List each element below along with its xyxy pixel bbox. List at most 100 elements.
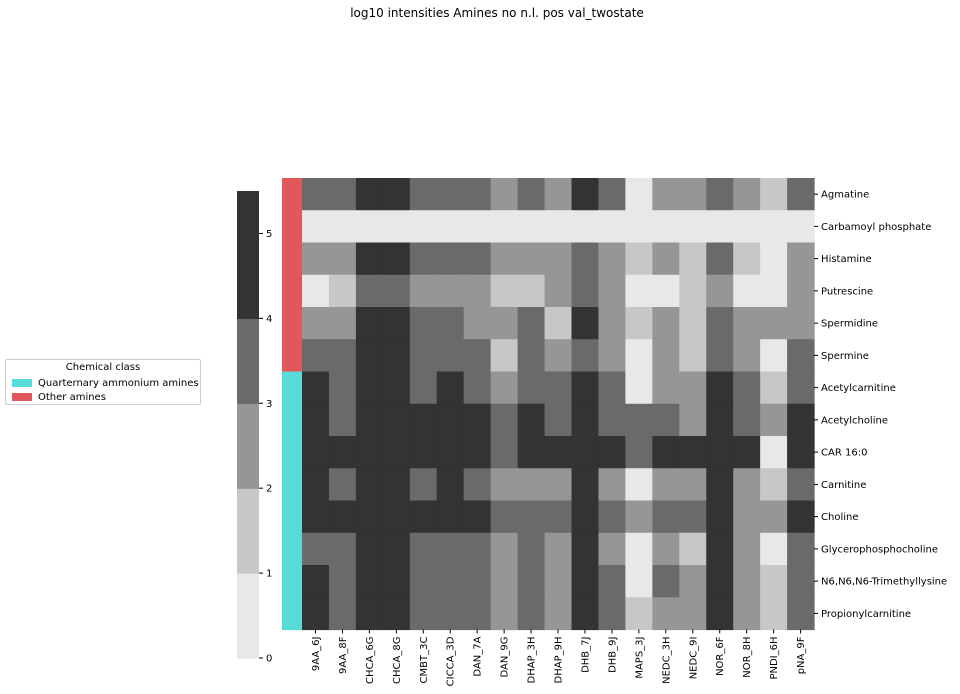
cell-car-16-0-dhap-3h	[517, 436, 546, 469]
cell-histamine-cicca-3d	[436, 242, 465, 276]
cell-putrescine-9aa-6j	[302, 274, 330, 308]
cell-histamine-dan-7a	[463, 242, 492, 276]
cell-acetylcarnitine-maps-3j	[625, 371, 653, 405]
row-label-carnitine: Carnitine	[821, 480, 866, 491]
cell-propionylcarnitine-dhap-3h	[517, 597, 546, 631]
cell-acetylcarnitine-pndi-6h	[760, 371, 788, 405]
cell-car-16-0-cmbt-3c	[409, 436, 438, 469]
cell-car-16-0-dhap-9h	[544, 436, 573, 469]
col-label-nedc-9i: NEDC_9I	[688, 637, 699, 680]
colorbar: 0 1 2 3 4 5	[237, 191, 272, 665]
cell-propionylcarnitine-dhap-9h	[544, 597, 573, 631]
cell-spermine-nor-8h	[733, 339, 761, 373]
cell-acetylcarnitine-chca-6g	[355, 371, 384, 405]
cell-carbamoyl-phosphate-dan-9g	[490, 210, 519, 244]
row-label-choline: Choline	[821, 512, 859, 523]
cell-acetylcholine-9aa-8f	[328, 403, 357, 437]
col-label-cmbt-3c: CMBT_3C	[419, 636, 430, 683]
class-strip-acetylcarnitine	[282, 371, 302, 405]
cell-spermine-nor-6f	[706, 339, 734, 373]
cell-car-16-0-dhb-7j	[571, 436, 600, 469]
cell-glycerophosphocholine-maps-3j	[625, 532, 653, 566]
cell-n6-n6-n6-trimethyllysine-nedc-3h	[652, 565, 680, 598]
cell-glycerophosphocholine-dhb-9j	[598, 532, 626, 566]
col-label-pndi-6h: PNDI_6H	[769, 637, 780, 680]
cell-spermine-9aa-6j	[302, 339, 330, 373]
cell-carnitine-dhb-7j	[571, 468, 600, 502]
legend-entry-other: Other amines	[12, 390, 106, 404]
cell-spermine-cicca-3d	[436, 339, 465, 373]
cell-spermine-dhb-7j	[571, 339, 600, 373]
cell-acetylcholine-dhb-9j	[598, 403, 626, 437]
cell-car-16-0-cicca-3d	[436, 436, 465, 469]
cell-histamine-cmbt-3c	[409, 242, 438, 276]
cell-spermine-pna-9f	[787, 339, 815, 373]
cell-histamine-pndi-6h	[760, 242, 788, 276]
cell-histamine-9aa-6j	[302, 242, 330, 276]
cell-carnitine-nedc-9i	[679, 468, 707, 502]
cell-putrescine-chca-6g	[355, 274, 384, 308]
cell-spermine-dhb-9j	[598, 339, 626, 373]
cell-carbamoyl-phosphate-dan-7a	[463, 210, 492, 244]
cell-spermidine-chca-8g	[382, 307, 411, 340]
cell-n6-n6-n6-trimethyllysine-dhap-3h	[517, 565, 546, 598]
cell-agmatine-nor-8h	[733, 178, 761, 211]
cell-n6-n6-n6-trimethyllysine-cicca-3d	[436, 565, 465, 598]
cell-spermine-pndi-6h	[760, 339, 788, 373]
cell-acetylcholine-nedc-3h	[652, 403, 680, 437]
cell-agmatine-nor-6f	[706, 178, 734, 211]
cell-car-16-0-9aa-6j	[302, 436, 330, 469]
cell-agmatine-pna-9f	[787, 178, 815, 211]
cell-acetylcarnitine-chca-8g	[382, 371, 411, 405]
cell-histamine-maps-3j	[625, 242, 653, 276]
cell-spermine-dan-9g	[490, 339, 519, 373]
cell-putrescine-dan-7a	[463, 274, 492, 308]
cell-n6-n6-n6-trimethyllysine-chca-8g	[382, 565, 411, 598]
cell-n6-n6-n6-trimethyllysine-pna-9f	[787, 565, 815, 598]
col-label-dan-7a: DAN_7A	[473, 636, 484, 676]
cell-spermine-chca-8g	[382, 339, 411, 373]
colorbar-label-2: 2	[266, 484, 272, 495]
cell-acetylcholine-chca-6g	[355, 403, 384, 437]
colorbar-label-4: 4	[266, 314, 272, 325]
cell-acetylcholine-9aa-6j	[302, 403, 330, 437]
cell-spermidine-pna-9f	[787, 307, 815, 340]
col-label-dhb-7j: DHB_7J	[580, 637, 591, 673]
cell-histamine-chca-6g	[355, 242, 384, 276]
cell-acetylcarnitine-dhap-3h	[517, 371, 546, 405]
cell-agmatine-chca-6g	[355, 178, 384, 211]
cell-carnitine-chca-6g	[355, 468, 384, 502]
cell-carbamoyl-phosphate-chca-6g	[355, 210, 384, 244]
cell-choline-9aa-6j	[302, 500, 330, 534]
cell-acetylcholine-dan-7a	[463, 403, 492, 437]
cell-car-16-0-dhb-9j	[598, 436, 626, 469]
cell-putrescine-nor-8h	[733, 274, 761, 308]
col-label-dhap-9h: DHAP_9H	[554, 637, 565, 684]
cell-spermidine-nedc-9i	[679, 307, 707, 340]
cell-car-16-0-nor-6f	[706, 436, 734, 469]
colorbar-label-0: 0	[266, 654, 272, 665]
cell-carnitine-dhap-3h	[517, 468, 546, 502]
cell-car-16-0-maps-3j	[625, 436, 653, 469]
cell-n6-n6-n6-trimethyllysine-dhb-7j	[571, 565, 600, 598]
cell-carbamoyl-phosphate-9aa-6j	[302, 210, 330, 244]
cell-carbamoyl-phosphate-nedc-9i	[679, 210, 707, 244]
cell-acetylcarnitine-nor-8h	[733, 371, 761, 405]
cell-agmatine-dhap-9h	[544, 178, 573, 211]
cell-agmatine-nedc-3h	[652, 178, 680, 211]
cell-choline-chca-6g	[355, 500, 384, 534]
col-label-maps-3j: MAPS_3J	[634, 637, 645, 679]
cell-propionylcarnitine-nor-6f	[706, 597, 734, 631]
col-label-9aa-6j: 9AA_6J	[311, 637, 322, 672]
class-strip-spermine	[282, 339, 302, 373]
cell-car-16-0-pna-9f	[787, 436, 815, 469]
cell-putrescine-dhap-9h	[544, 274, 573, 308]
cell-carnitine-dan-9g	[490, 468, 519, 502]
cell-acetylcarnitine-nedc-9i	[679, 371, 707, 405]
colorbar-segment-2	[237, 403, 259, 489]
cell-spermidine-dhb-7j	[571, 307, 600, 340]
cell-car-16-0-9aa-8f	[328, 436, 357, 469]
cell-acetylcarnitine-9aa-6j	[302, 371, 330, 405]
row-label-spermidine: Spermidine	[821, 319, 878, 330]
